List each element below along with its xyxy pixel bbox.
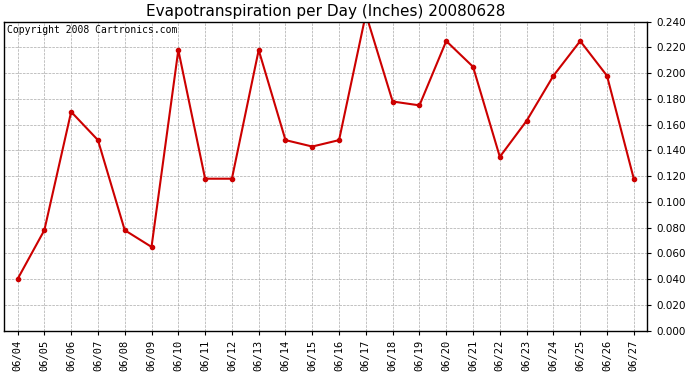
Title: Evapotranspiration per Day (Inches) 20080628: Evapotranspiration per Day (Inches) 2008… <box>146 4 505 19</box>
Text: Copyright 2008 Cartronics.com: Copyright 2008 Cartronics.com <box>8 25 178 35</box>
